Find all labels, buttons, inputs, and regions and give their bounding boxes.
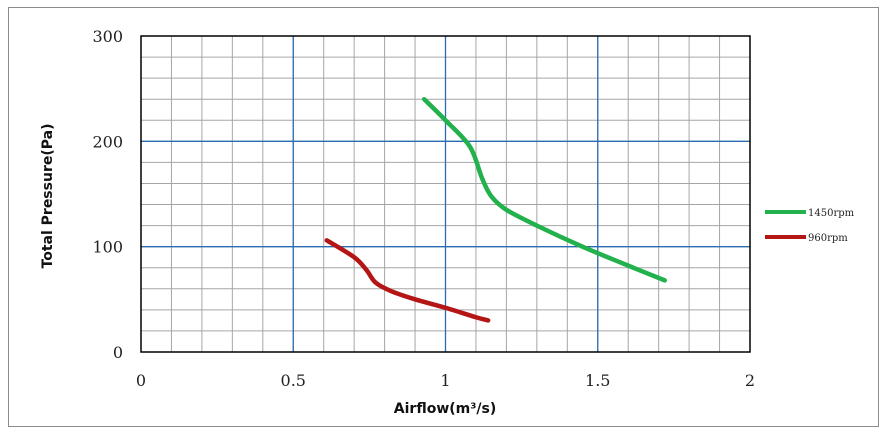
y-tick-labels: 0 100 200 300 [92, 27, 123, 362]
legend-label-1450rpm: 1450rpm [808, 208, 855, 219]
chart-frame [8, 7, 879, 427]
x-tick-labels: 0 0.5 1 1.5 2 [136, 371, 755, 390]
plot-area-border [140, 35, 751, 353]
y-tick-label: 100 [92, 238, 123, 257]
x-tick-label: 1.5 [585, 371, 610, 390]
x-tick-label: 0 [136, 371, 146, 390]
legend: 1450rpm 960rpm [765, 208, 855, 244]
y-axis-title: Total Pressure(Pa) [40, 124, 56, 269]
x-axis-title: Airflow(m³/s) [394, 401, 496, 417]
y-tick-label: 200 [92, 132, 123, 151]
series-line-1450rpm [421, 96, 667, 283]
series-line-960rpm [324, 238, 491, 323]
y-tick-label: 300 [92, 27, 123, 46]
y-tick-label: 0 [113, 343, 123, 362]
x-tick-label: 0.5 [281, 371, 306, 390]
major-grid [141, 36, 750, 352]
x-tick-label: 2 [745, 371, 755, 390]
legend-label-960rpm: 960rpm [808, 233, 848, 244]
x-tick-label: 1 [440, 371, 450, 390]
series-lines [324, 96, 667, 323]
